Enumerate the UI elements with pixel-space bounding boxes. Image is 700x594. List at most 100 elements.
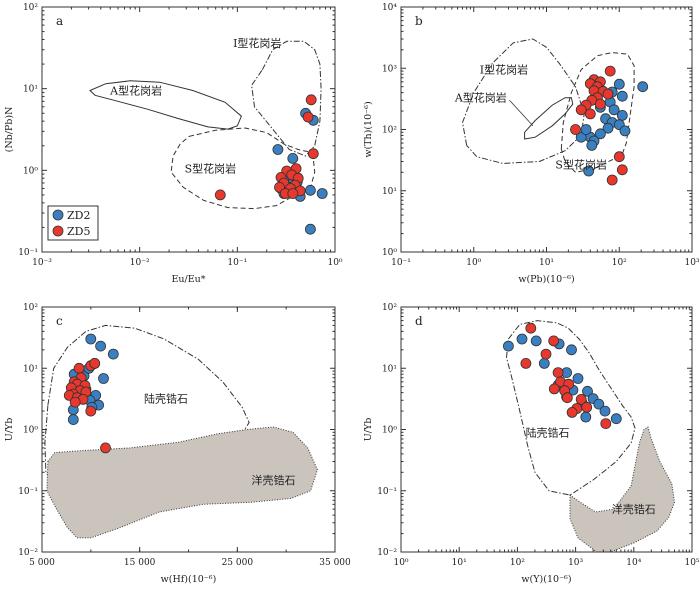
point-zd2	[637, 81, 649, 93]
point-zd5	[575, 104, 587, 116]
point-zd5	[566, 406, 578, 418]
field-label: 洋壳锆石	[251, 473, 295, 487]
point-zd2	[595, 128, 606, 140]
x-tick-label: 10⁰	[327, 258, 342, 268]
panel-c: 10⁻² 10⁻¹ 10⁰ 10¹ 10² 5 000 15 000 25 000 35 000…	[4, 303, 351, 585]
y-axis-label: (Nb/Pb)N	[4, 107, 15, 153]
y-tick-label: 10⁰	[23, 166, 38, 176]
y-tick-label: 10²	[382, 303, 397, 313]
point-zd2	[602, 122, 614, 134]
point-zd2	[304, 223, 316, 235]
x-tick-label: 10⁻³	[32, 258, 52, 268]
field-label: S型花岗岩	[555, 157, 607, 171]
point-zd5	[307, 148, 319, 160]
panel-label: c	[56, 314, 63, 328]
x-tick-label: 35 000	[319, 558, 351, 568]
point-zd2	[613, 78, 625, 90]
y-tick-label: 10¹	[382, 187, 397, 197]
point-zd5	[552, 367, 564, 379]
legend-marker-zd5	[52, 225, 64, 237]
point-zd5	[85, 405, 97, 417]
x-tick-label: 10⁰	[393, 558, 408, 568]
x-tick-label: 10²	[612, 258, 627, 268]
point-zd5	[600, 418, 612, 430]
point-zd5	[613, 151, 625, 163]
region-1	[44, 324, 250, 487]
x-tick-label: 10⁻²	[130, 258, 150, 268]
x-tick-label: 5 000	[29, 558, 55, 568]
point-zd5	[584, 108, 596, 120]
point-zd2	[304, 184, 316, 196]
x-tick-label: 10²	[510, 558, 525, 568]
y-tick-label: 10⁴	[382, 3, 397, 13]
point-zd2	[608, 104, 620, 116]
x-tick-label: 10¹	[452, 558, 467, 568]
x-axis-label: w(Hf)(10⁻⁶)	[161, 574, 217, 585]
field-label: A型花岗岩	[454, 90, 507, 104]
y-tick-label: 10⁰	[23, 426, 38, 436]
point-zd5	[100, 442, 111, 454]
point-zd5	[616, 164, 628, 176]
y-tick-label: 10⁰	[382, 426, 397, 436]
y-tick-label: 10¹	[382, 364, 397, 374]
y-tick-label: 10⁻¹	[18, 487, 38, 497]
point-zd5	[561, 392, 573, 404]
y-tick-label: 10¹	[23, 85, 38, 95]
y-tick-label: 10⁻¹	[377, 487, 397, 497]
point-zd2	[572, 373, 584, 384]
region-2	[524, 97, 574, 140]
legend-label: ZD5	[67, 225, 90, 238]
legend-label: ZD2	[67, 209, 90, 222]
x-axis-label: w(Y)(10⁻⁶)	[521, 574, 571, 585]
region-1	[461, 38, 585, 164]
y-tick-label: 10²	[382, 126, 397, 136]
y-axis-label: U/Yb	[4, 418, 15, 442]
point-zd2	[272, 144, 284, 155]
point-zd2	[538, 357, 550, 369]
point-zd2	[616, 110, 628, 121]
x-tick-label: 10⁰	[466, 258, 481, 268]
point-zd2	[580, 124, 592, 135]
point-zd2	[586, 139, 598, 151]
point-zd2	[610, 413, 622, 425]
x-tick-label: 25 000	[222, 558, 254, 568]
point-zd2	[98, 373, 109, 384]
region-2	[46, 426, 318, 539]
point-zd5	[525, 322, 537, 334]
point-zd2	[619, 125, 631, 137]
field-label: 洋壳锆石	[612, 502, 656, 516]
panel-label: b	[415, 14, 423, 28]
point-zd2	[580, 411, 592, 423]
field-label: A型花岗岩	[109, 83, 162, 97]
panel-d: 10⁻² 10⁻¹ 10⁰ 10¹ 10² 10⁰ 10¹ 10² 10³ 10⁴ 10⁵ d w(Y)…	[363, 303, 700, 585]
x-tick-label: 10⁵	[684, 558, 699, 568]
y-tick-label: 10⁻¹	[18, 248, 38, 258]
x-tick-label: 10⁴	[626, 558, 641, 568]
point-zd2	[95, 340, 106, 352]
point-zd2	[582, 385, 593, 397]
point-zd5	[604, 65, 616, 77]
point-zd5	[73, 362, 85, 374]
point-zd2	[575, 131, 587, 143]
region-2	[251, 40, 322, 157]
point-zd5	[575, 393, 587, 405]
field-label: 陆壳锆石	[144, 392, 188, 406]
plot-frame	[41, 6, 336, 253]
x-axis-label: w(Pb)(10⁻⁶)	[518, 274, 574, 285]
point-zd5	[540, 348, 552, 360]
y-axis-label: w(Th)(10⁻⁶)	[363, 101, 374, 157]
x-tick-label: 10³	[684, 258, 699, 268]
x-tick-label: 10⁻¹	[391, 258, 411, 268]
point-zd2	[316, 188, 328, 199]
panel-label: d	[415, 314, 423, 328]
panel-a: 10⁻¹ 10⁰ 10¹ 10² 10⁻³ 10⁻² 10⁻¹ 10⁰ a Eu/Eu* (Nb/P…	[4, 3, 343, 285]
point-zd5	[548, 335, 560, 347]
leader-line	[509, 100, 534, 127]
panel-label: a	[56, 14, 63, 28]
point-zd2	[516, 333, 528, 345]
field-label: S型花岗岩	[185, 162, 237, 176]
y-tick-label: 10⁻²	[377, 548, 397, 558]
x-axis-label: Eu/Eu*	[171, 274, 205, 285]
